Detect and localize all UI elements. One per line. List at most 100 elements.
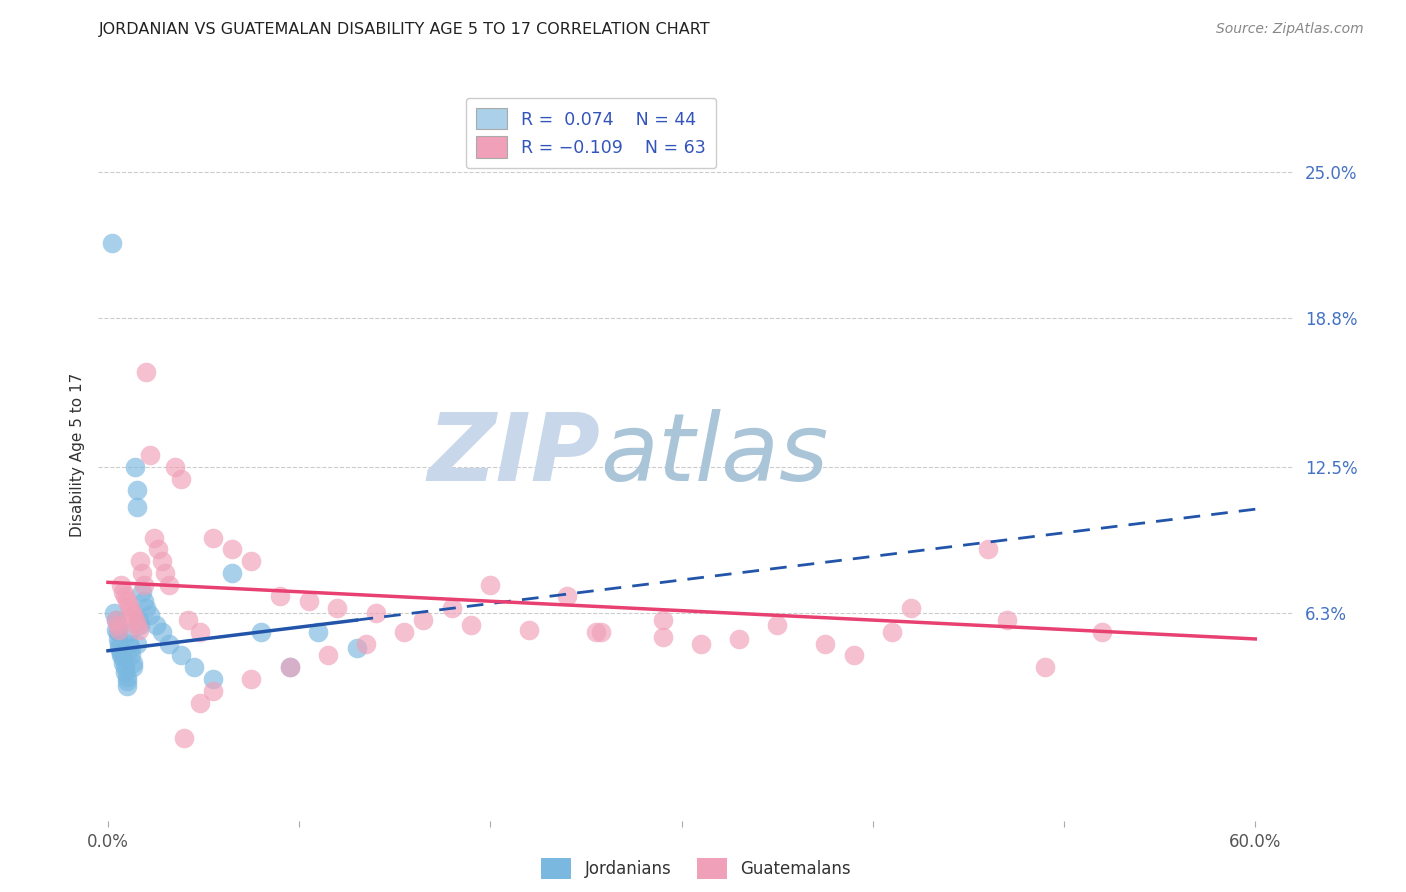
- Point: [139, 448, 162, 462]
- Point: [112, 584, 135, 599]
- Point: [121, 608, 143, 623]
- Point: [121, 656, 143, 670]
- Text: JORDANIAN VS GUATEMALAN DISABILITY AGE 5 TO 17 CORRELATION CHART: JORDANIAN VS GUATEMALAN DISABILITY AGE 5…: [98, 22, 710, 37]
- Point: [221, 542, 243, 557]
- Point: [1033, 660, 1056, 674]
- Point: [146, 542, 169, 557]
- Point: [150, 554, 173, 568]
- Point: [157, 577, 180, 591]
- Point: [202, 672, 225, 686]
- Point: [240, 554, 263, 568]
- Point: [115, 594, 138, 608]
- Point: [107, 632, 129, 646]
- Point: [120, 648, 142, 663]
- Point: [976, 542, 998, 557]
- Point: [114, 660, 136, 674]
- Point: [177, 613, 200, 627]
- Point: [460, 617, 482, 632]
- Point: [107, 624, 129, 639]
- Point: [108, 641, 131, 656]
- Point: [651, 630, 673, 644]
- Point: [139, 608, 162, 623]
- Point: [1091, 624, 1114, 639]
- Point: [555, 590, 578, 604]
- Point: [188, 696, 211, 710]
- Point: [995, 613, 1018, 627]
- Point: [240, 672, 263, 686]
- Point: [112, 656, 135, 670]
- Point: [585, 624, 607, 639]
- Point: [221, 566, 243, 580]
- Point: [169, 648, 191, 663]
- Point: [129, 617, 152, 632]
- Point: [135, 601, 157, 615]
- Point: [842, 648, 865, 663]
- Point: [298, 594, 321, 608]
- Point: [188, 624, 211, 639]
- Point: [145, 617, 167, 632]
- Point: [814, 637, 837, 651]
- Point: [121, 660, 143, 674]
- Point: [120, 641, 142, 656]
- Point: [118, 637, 141, 651]
- Point: [118, 624, 141, 639]
- Point: [202, 531, 225, 545]
- Point: [125, 617, 148, 632]
- Point: [110, 577, 132, 591]
- Point: [128, 613, 150, 627]
- Point: [591, 624, 613, 639]
- Point: [269, 590, 291, 604]
- Point: [517, 623, 540, 637]
- Point: [163, 459, 186, 474]
- Point: [101, 235, 124, 250]
- Point: [108, 623, 131, 637]
- Point: [104, 623, 127, 637]
- Point: [157, 637, 180, 651]
- Point: [651, 613, 673, 627]
- Point: [134, 577, 156, 591]
- Point: [124, 613, 146, 627]
- Point: [128, 623, 150, 637]
- Point: [766, 617, 789, 632]
- Point: [110, 648, 132, 663]
- Point: [278, 660, 301, 674]
- Point: [364, 606, 387, 620]
- Point: [125, 483, 148, 498]
- Text: atlas: atlas: [600, 409, 828, 500]
- Point: [131, 566, 153, 580]
- Point: [142, 531, 165, 545]
- Point: [104, 613, 127, 627]
- Point: [689, 637, 711, 651]
- Point: [120, 604, 142, 618]
- Point: [183, 660, 205, 674]
- Point: [125, 637, 148, 651]
- Point: [173, 731, 195, 745]
- Point: [115, 679, 138, 693]
- Point: [112, 650, 135, 665]
- Point: [129, 554, 152, 568]
- Legend: Jordanians, Guatemalans: Jordanians, Guatemalans: [534, 852, 858, 886]
- Point: [479, 577, 502, 591]
- Point: [115, 674, 138, 689]
- Point: [115, 670, 138, 684]
- Point: [108, 637, 131, 651]
- Point: [107, 617, 129, 632]
- Text: Source: ZipAtlas.com: Source: ZipAtlas.com: [1216, 22, 1364, 37]
- Point: [134, 594, 156, 608]
- Point: [346, 641, 368, 656]
- Point: [900, 601, 922, 615]
- Point: [150, 624, 173, 639]
- Point: [104, 613, 127, 627]
- Point: [155, 566, 177, 580]
- Point: [326, 601, 349, 615]
- Point: [114, 665, 136, 679]
- Point: [135, 365, 157, 379]
- Point: [394, 624, 416, 639]
- Point: [250, 624, 273, 639]
- Point: [124, 459, 146, 474]
- Point: [103, 606, 125, 620]
- Point: [202, 684, 225, 698]
- Point: [441, 601, 464, 615]
- Text: ZIP: ZIP: [427, 409, 600, 501]
- Point: [728, 632, 751, 646]
